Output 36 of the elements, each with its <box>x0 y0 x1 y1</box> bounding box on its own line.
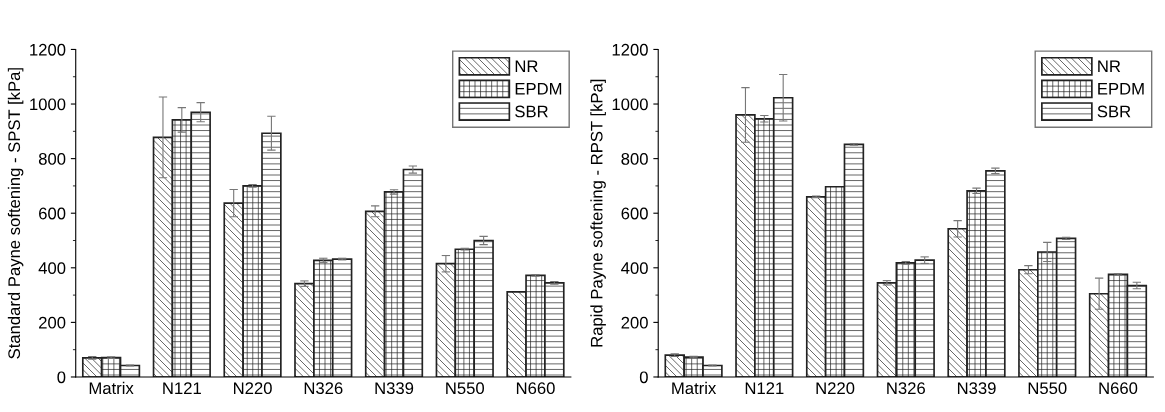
y-axis-title: Standard Payne softening - SPST [kPa] <box>7 68 24 359</box>
y-tick-label: 200 <box>39 316 66 329</box>
y-tick-label: 1000 <box>612 98 648 111</box>
y-tick-label: 800 <box>38 153 66 165</box>
x-tick-label: N550 <box>446 382 485 395</box>
y-tick-label: 600 <box>39 207 66 220</box>
x-tick-label: N550 <box>1028 382 1067 395</box>
y-tick-label: 1200 <box>30 43 66 56</box>
legend-label: SBR <box>515 105 548 118</box>
x-tick-label: Matrix <box>672 381 717 395</box>
x-tick-label: N326 <box>887 382 925 395</box>
y-tick-label: 600 <box>621 207 648 220</box>
y-tick-label: 800 <box>621 153 648 165</box>
y-tick-label: 400 <box>621 262 648 274</box>
x-tick-label: N660 <box>1099 382 1138 395</box>
x-tick-label: N660 <box>516 382 555 395</box>
legend-label: NR <box>1098 60 1121 72</box>
y-tick-label: 1000 <box>30 98 66 111</box>
legend-label: NR <box>515 60 538 72</box>
x-tick-label: N339 <box>375 382 414 395</box>
x-tick-label: N326 <box>304 382 343 395</box>
y-tick-label: 0 <box>639 371 648 384</box>
y-axis-title: Rapid Payne softening - RPST [kPa] <box>590 79 606 347</box>
y-tick-label: 0 <box>57 371 66 384</box>
x-tick-label: Matrix <box>89 381 134 395</box>
x-tick-label: N121 <box>745 382 784 394</box>
x-tick-label: N339 <box>957 382 996 395</box>
legend-label: EPDM <box>1098 83 1144 95</box>
y-tick-label: 200 <box>621 316 648 329</box>
x-tick-label: N121 <box>163 382 201 394</box>
y-tick-label: 1200 <box>612 43 648 56</box>
y-tick-label: 400 <box>38 262 66 274</box>
x-tick-label: N220 <box>234 382 272 395</box>
legend-label: SBR <box>1097 105 1131 118</box>
x-tick-label: N220 <box>816 382 855 395</box>
legend-label: EPDM <box>515 83 562 95</box>
